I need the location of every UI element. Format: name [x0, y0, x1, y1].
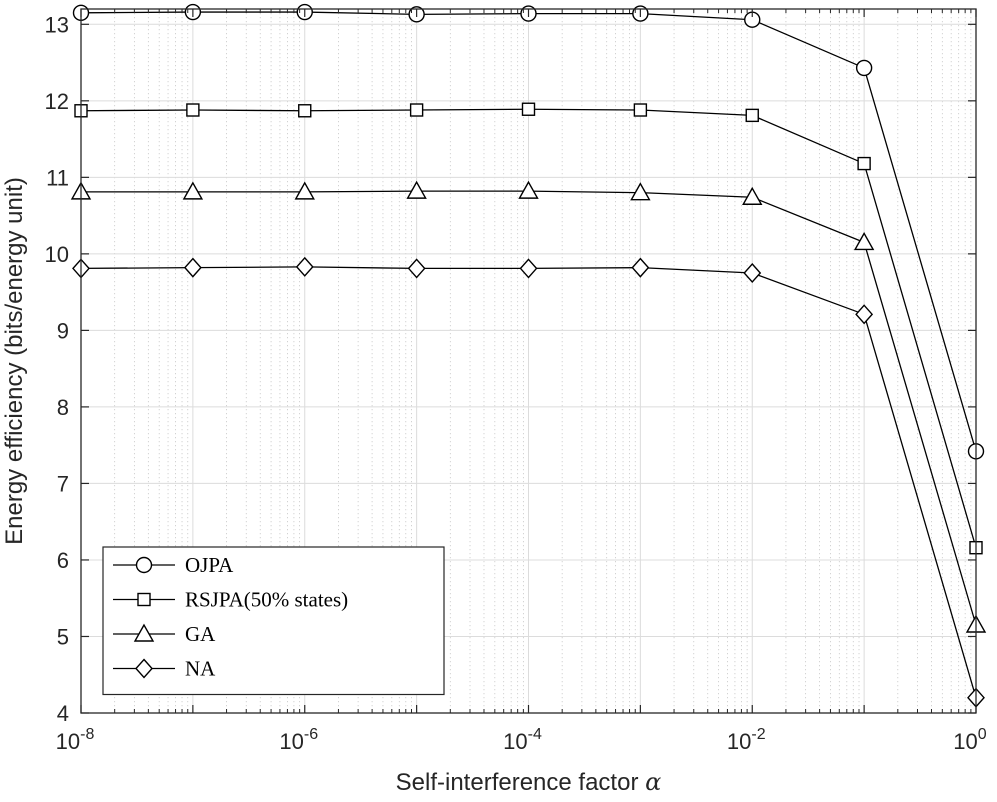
triangle-marker: [742, 186, 763, 205]
y-tick-label: 8: [57, 395, 69, 420]
triangle-marker: [182, 181, 204, 200]
diamond-marker: [855, 304, 874, 325]
y-tick-label: 12: [45, 89, 69, 114]
tick-labels: 4 5 6 7 8 9 10 11 12 13 10-8 10-6 10-4 10-2 100: [45, 12, 987, 754]
series-rsjpa-50-states-: [74, 102, 983, 555]
triangle-marker: [406, 180, 427, 199]
square-marker: [521, 102, 536, 116]
x-tick-label: 100: [953, 726, 986, 754]
y-tick-label: 9: [57, 318, 69, 343]
legend-label: GA: [185, 622, 216, 646]
square-marker: [298, 104, 312, 118]
triangle-marker: [294, 181, 315, 200]
diamond-marker: [407, 258, 426, 279]
legend: OJPA RSJPA(50% states) GA NA: [102, 546, 445, 696]
y-tick-label: 6: [57, 548, 69, 573]
x-tick-label: 10-2: [727, 726, 766, 754]
y-tick-label: 7: [57, 471, 69, 496]
square-marker: [137, 592, 151, 607]
legend-entry: NA: [113, 657, 216, 681]
diamond-marker: [295, 256, 314, 277]
legend-label: RSJPA(50% states): [185, 588, 348, 612]
series-ga: [70, 180, 987, 633]
diamond-marker: [743, 262, 762, 284]
square-marker: [857, 156, 871, 171]
legend-entry: RSJPA(50% states): [113, 588, 348, 612]
circle-marker: [855, 59, 873, 77]
x-tick-label: 10-4: [503, 726, 542, 754]
square-marker: [186, 103, 200, 117]
y-axis-label: Energy efficiency (bits/energy unit): [1, 177, 28, 545]
y-tick-label: 5: [57, 624, 69, 649]
legend-box: [102, 546, 445, 696]
grid: [81, 9, 976, 713]
legend-label: OJPA: [185, 553, 234, 577]
diamond-marker: [183, 257, 202, 278]
y-tick-label: 4: [57, 701, 69, 726]
triangle-marker: [630, 182, 651, 201]
legend-entry: GA: [113, 622, 216, 646]
square-marker: [409, 103, 424, 117]
y-tick-label: 13: [45, 12, 69, 37]
series-na: [72, 256, 985, 708]
triangle-marker: [853, 231, 875, 251]
axis-ticks: [80, 9, 977, 714]
x-axis-label: Self-interference factor α: [396, 768, 662, 796]
triangle-marker: [133, 623, 155, 642]
legend-label: NA: [185, 657, 216, 681]
square-marker: [633, 103, 648, 117]
diamond-marker: [135, 658, 153, 679]
triangle-marker: [518, 180, 539, 199]
y-tick-label: 10: [45, 242, 69, 267]
diamond-marker: [631, 257, 650, 278]
x-tick-label: 10-6: [279, 726, 318, 754]
x-tick-label: 10-8: [56, 726, 95, 754]
square-marker: [745, 108, 759, 123]
circle-marker: [135, 556, 153, 574]
y-tick-label: 11: [46, 165, 69, 190]
legend-entry: OJPA: [113, 553, 234, 577]
diamond-marker: [519, 258, 538, 279]
